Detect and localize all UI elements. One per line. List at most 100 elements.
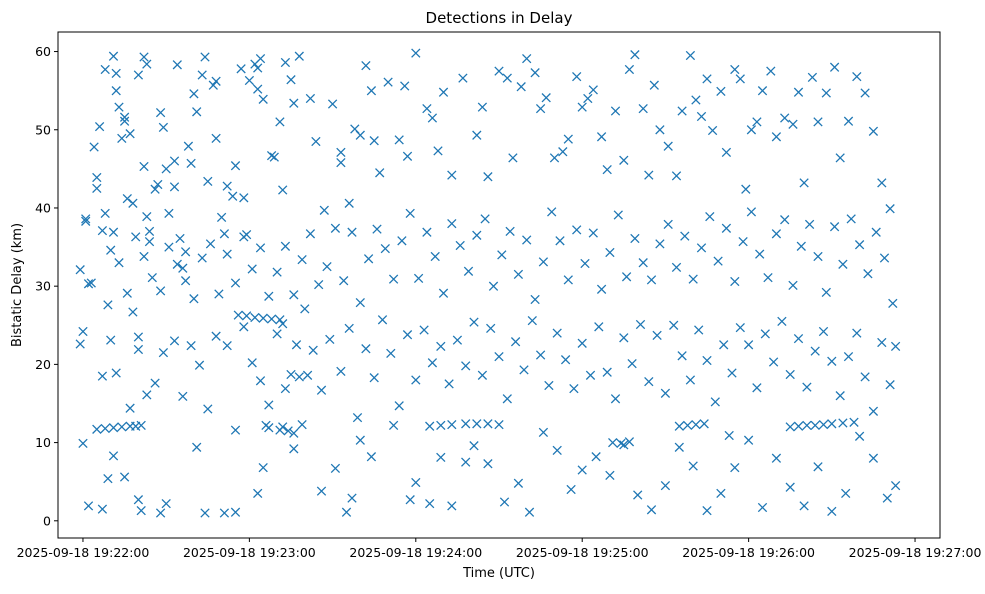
- data-point: [560, 355, 571, 365]
- data-point: [266, 150, 277, 161]
- data-point: [119, 116, 130, 126]
- data-point: [691, 95, 701, 105]
- data-point: [405, 208, 415, 219]
- data-point: [314, 279, 324, 290]
- y-tick-label: 30: [35, 279, 51, 294]
- data-point: [841, 488, 851, 499]
- data-point: [644, 170, 654, 180]
- data-point: [233, 310, 243, 320]
- data-point: [336, 366, 346, 377]
- data-point: [172, 259, 182, 269]
- data-point: [194, 360, 205, 370]
- data-point: [558, 147, 568, 157]
- data-point: [175, 233, 185, 244]
- data-point: [131, 232, 141, 242]
- data-point: [810, 346, 820, 356]
- data-point: [244, 75, 255, 86]
- x-tick-label: 2025-09-18 19:25:00: [516, 545, 649, 560]
- data-point: [197, 253, 207, 263]
- data-point: [142, 211, 152, 222]
- data-point: [538, 427, 549, 438]
- data-point: [203, 404, 213, 414]
- data-point: [802, 382, 812, 392]
- data-point: [128, 198, 138, 208]
- data-point: [854, 431, 865, 441]
- data-point: [111, 368, 121, 378]
- data-point: [330, 463, 341, 474]
- data-point: [283, 426, 293, 436]
- data-point: [253, 488, 263, 499]
- data-point: [771, 132, 782, 142]
- data-point: [843, 116, 854, 126]
- data-point: [411, 375, 421, 385]
- data-point: [713, 256, 723, 266]
- data-point: [461, 419, 471, 429]
- data-point: [799, 178, 809, 188]
- data-point: [854, 240, 865, 250]
- data-point: [846, 214, 856, 224]
- data-point: [727, 368, 737, 378]
- data-point: [696, 243, 707, 253]
- data-point: [344, 198, 354, 208]
- data-point: [685, 50, 696, 61]
- data-point: [694, 325, 704, 335]
- data-point: [486, 323, 496, 334]
- data-point: [780, 215, 790, 225]
- data-point: [161, 498, 171, 509]
- data-point: [580, 258, 590, 269]
- data-point: [524, 507, 535, 517]
- data-point: [702, 74, 712, 84]
- data-point: [829, 222, 840, 232]
- data-point: [513, 269, 524, 280]
- data-point: [97, 504, 108, 514]
- data-point: [169, 156, 180, 166]
- data-point: [644, 376, 654, 387]
- data-point: [294, 51, 304, 61]
- data-point: [771, 453, 782, 463]
- data-point: [677, 351, 687, 361]
- data-point: [630, 50, 640, 60]
- data-point: [125, 403, 135, 413]
- data-point: [829, 62, 840, 72]
- data-point: [355, 435, 365, 445]
- data-point: [75, 265, 85, 275]
- data-point: [663, 219, 673, 230]
- data-point: [361, 344, 371, 354]
- data-point: [660, 480, 671, 491]
- data-point: [652, 330, 662, 341]
- data-point: [541, 93, 551, 103]
- data-point: [278, 185, 288, 195]
- data-point: [250, 312, 260, 323]
- data-point: [788, 119, 798, 129]
- data-point: [92, 424, 102, 434]
- data-point: [180, 276, 191, 286]
- data-point: [211, 331, 221, 341]
- data-point: [671, 262, 682, 273]
- data-point: [139, 251, 149, 262]
- data-point: [660, 388, 671, 398]
- data-point: [627, 358, 637, 369]
- data-point: [638, 103, 648, 114]
- data-point: [549, 153, 560, 163]
- data-point: [108, 423, 119, 433]
- data-point: [780, 113, 790, 123]
- data-point: [888, 298, 898, 309]
- data-point: [447, 218, 457, 229]
- data-point: [818, 326, 829, 337]
- data-point: [563, 275, 573, 285]
- data-point: [300, 304, 310, 314]
- data-point: [752, 117, 762, 127]
- data-point: [671, 171, 682, 181]
- data-point: [530, 294, 540, 305]
- data-point: [322, 261, 332, 272]
- data-point: [375, 168, 385, 178]
- data-point: [596, 132, 607, 142]
- data-point: [799, 501, 809, 511]
- data-point: [555, 236, 565, 246]
- data-point: [297, 254, 307, 265]
- data-point: [624, 437, 635, 447]
- data-point: [255, 243, 266, 253]
- x-tick-label: 2025-09-18 19:26:00: [682, 545, 815, 560]
- data-point: [591, 452, 601, 462]
